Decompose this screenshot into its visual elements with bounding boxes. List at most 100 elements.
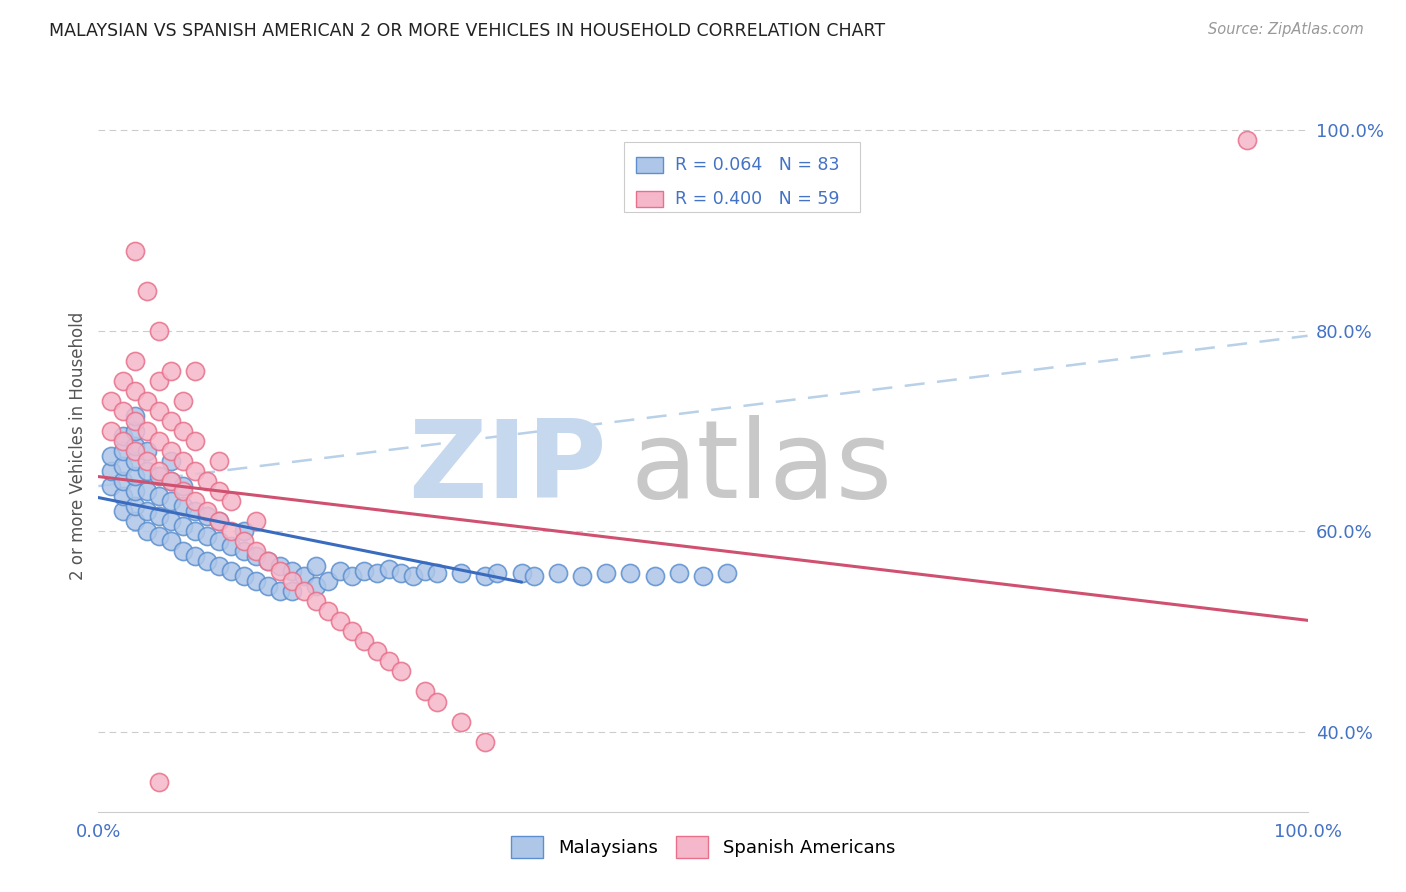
Point	[305, 594, 328, 608]
Point	[195, 474, 218, 488]
Point	[100, 464, 122, 478]
Point	[595, 566, 617, 581]
Point	[160, 474, 183, 488]
Y-axis label: 2 or more Vehicles in Household: 2 or more Vehicles in Household	[69, 312, 87, 580]
Point	[124, 484, 146, 499]
Point	[124, 414, 146, 428]
Point	[245, 574, 267, 589]
Point	[256, 554, 278, 568]
Point	[172, 454, 194, 468]
Point	[135, 393, 157, 408]
Point	[208, 514, 231, 528]
Point	[221, 539, 243, 553]
Point	[232, 534, 254, 549]
Point	[135, 444, 157, 458]
Point	[111, 374, 134, 388]
Point	[148, 509, 170, 524]
Point	[316, 604, 339, 618]
Point	[342, 569, 364, 583]
Point	[221, 524, 243, 538]
Point	[208, 454, 231, 468]
Point	[124, 514, 146, 528]
Point	[124, 409, 146, 423]
Point	[389, 665, 412, 679]
FancyBboxPatch shape	[624, 143, 860, 212]
Point	[208, 534, 231, 549]
Point	[160, 474, 183, 488]
Point	[124, 499, 146, 513]
Point	[172, 544, 194, 558]
Point	[377, 562, 399, 576]
Point	[426, 694, 449, 708]
Point	[124, 244, 146, 258]
Point	[366, 644, 388, 658]
Point	[184, 524, 207, 538]
Point	[305, 559, 328, 574]
Point	[281, 584, 304, 599]
Point	[523, 569, 546, 583]
Point	[184, 434, 207, 448]
Point	[111, 504, 134, 518]
Point	[100, 424, 122, 438]
Point	[148, 774, 170, 789]
Point	[124, 469, 146, 483]
Point	[111, 404, 134, 418]
Point	[184, 494, 207, 508]
Point	[172, 424, 194, 438]
Point	[269, 559, 291, 574]
Point	[111, 474, 134, 488]
Point	[256, 579, 278, 593]
Point	[329, 615, 352, 629]
Point	[111, 489, 134, 503]
Point	[184, 464, 207, 478]
Point	[148, 324, 170, 338]
Point	[124, 444, 146, 458]
Point	[353, 634, 375, 648]
Point	[124, 454, 146, 468]
Point	[124, 439, 146, 453]
Point	[547, 566, 569, 581]
Point	[208, 514, 231, 528]
Point	[148, 529, 170, 543]
Point	[148, 434, 170, 448]
Point	[292, 569, 315, 583]
Point	[100, 393, 122, 408]
Point	[245, 549, 267, 564]
Point	[232, 544, 254, 558]
Point	[413, 684, 436, 698]
Point	[366, 566, 388, 581]
Point	[124, 424, 146, 438]
Point	[292, 584, 315, 599]
Point	[353, 564, 375, 578]
Point	[100, 479, 122, 493]
Point	[644, 569, 666, 583]
Point	[160, 364, 183, 378]
Point	[195, 504, 218, 518]
Point	[172, 499, 194, 513]
Point	[124, 354, 146, 368]
Point	[571, 569, 593, 583]
Point	[160, 514, 183, 528]
Point	[135, 284, 157, 298]
Point	[100, 449, 122, 463]
Point	[148, 374, 170, 388]
Point	[160, 534, 183, 549]
Point	[668, 566, 690, 581]
Point	[486, 566, 509, 581]
Point	[221, 494, 243, 508]
Point	[124, 384, 146, 398]
Point	[281, 574, 304, 589]
Point	[208, 484, 231, 499]
Point	[160, 494, 183, 508]
Point	[450, 714, 472, 729]
Point	[135, 454, 157, 468]
Point	[111, 429, 134, 443]
Point	[195, 529, 218, 543]
Text: R = 0.064   N = 83: R = 0.064 N = 83	[675, 156, 839, 174]
Point	[426, 566, 449, 581]
Point	[232, 569, 254, 583]
Text: Source: ZipAtlas.com: Source: ZipAtlas.com	[1208, 22, 1364, 37]
Point	[342, 624, 364, 639]
Point	[377, 655, 399, 669]
Point	[221, 564, 243, 578]
